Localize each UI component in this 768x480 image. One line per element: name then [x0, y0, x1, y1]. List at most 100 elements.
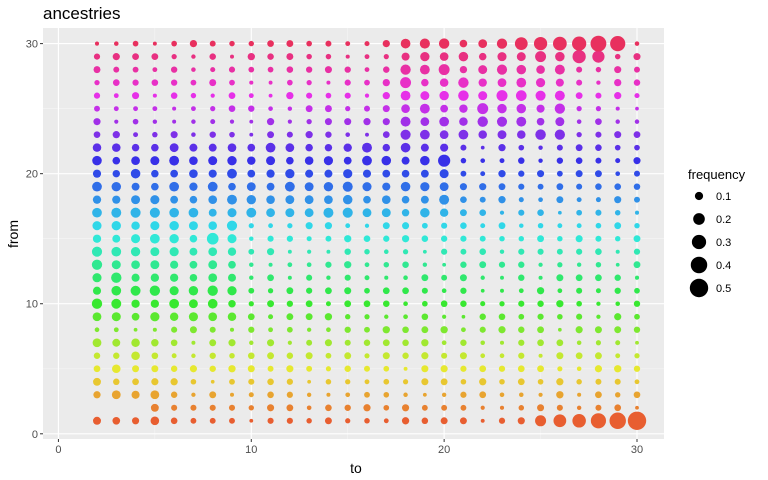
- data-point: [442, 262, 447, 267]
- data-point: [286, 365, 294, 373]
- data-point: [364, 275, 370, 281]
- data-point: [170, 365, 178, 372]
- data-point: [402, 339, 409, 347]
- data-point: [479, 196, 486, 203]
- data-point: [208, 247, 218, 257]
- data-point: [344, 235, 352, 243]
- data-point: [499, 378, 505, 385]
- data-point: [266, 182, 275, 191]
- data-point: [268, 223, 273, 229]
- data-point: [248, 301, 254, 307]
- data-point: [576, 209, 583, 216]
- data-point: [614, 183, 622, 190]
- data-point: [345, 392, 351, 398]
- data-point: [152, 67, 158, 73]
- data-point: [556, 404, 563, 411]
- data-point: [402, 261, 409, 268]
- data-point: [537, 300, 544, 307]
- data-point: [576, 248, 583, 255]
- data-point: [133, 132, 139, 138]
- data-point: [480, 418, 485, 423]
- data-point: [383, 54, 389, 60]
- data-point: [401, 417, 410, 425]
- data-point: [383, 300, 390, 308]
- data-point: [614, 66, 622, 74]
- data-point: [94, 327, 100, 333]
- data-point: [111, 221, 121, 231]
- data-point: [402, 222, 410, 230]
- data-point: [208, 221, 217, 230]
- data-point: [170, 260, 179, 269]
- data-point: [247, 365, 255, 373]
- data-point: [344, 300, 352, 308]
- data-point: [169, 155, 180, 166]
- data-point: [633, 261, 641, 269]
- data-point: [150, 299, 159, 308]
- data-point: [556, 248, 563, 255]
- data-point: [421, 417, 429, 425]
- data-point: [92, 338, 102, 348]
- data-point: [382, 105, 390, 113]
- data-point: [440, 326, 448, 334]
- data-point: [343, 143, 352, 152]
- data-point: [575, 157, 583, 164]
- data-point: [518, 236, 524, 242]
- legend-label: 0.5: [716, 283, 731, 295]
- data-point: [170, 195, 179, 204]
- data-point: [131, 195, 141, 205]
- data-point: [500, 288, 504, 293]
- data-point: [268, 262, 273, 267]
- data-point: [635, 340, 639, 345]
- data-point: [364, 79, 370, 86]
- data-point: [478, 65, 488, 75]
- data-point: [286, 326, 293, 333]
- data-point: [381, 208, 391, 218]
- data-point: [267, 66, 274, 73]
- data-point: [267, 339, 275, 347]
- data-point: [536, 287, 545, 295]
- data-point: [518, 313, 525, 320]
- data-point: [130, 247, 141, 257]
- data-point: [325, 301, 331, 307]
- data-point: [538, 275, 543, 280]
- data-point: [518, 248, 525, 255]
- data-point: [592, 50, 605, 63]
- data-point: [615, 171, 621, 177]
- data-point: [595, 106, 602, 112]
- data-point: [365, 132, 369, 137]
- data-point: [132, 118, 139, 125]
- data-point: [285, 195, 295, 205]
- data-point: [498, 222, 506, 230]
- data-point: [344, 404, 351, 411]
- data-point: [228, 273, 236, 282]
- data-point: [480, 223, 486, 229]
- data-point: [460, 222, 467, 229]
- data-point: [286, 300, 294, 307]
- data-point: [246, 195, 256, 205]
- data-point: [114, 41, 119, 46]
- data-point: [210, 119, 216, 125]
- data-point: [306, 66, 313, 73]
- chart-title: ancestries: [43, 4, 121, 23]
- data-point: [421, 274, 429, 282]
- data-point: [421, 365, 429, 373]
- data-point: [324, 195, 333, 205]
- data-point: [112, 53, 120, 61]
- data-point: [576, 287, 583, 294]
- data-point: [498, 313, 506, 321]
- data-point: [459, 65, 468, 74]
- data-point: [169, 298, 180, 309]
- data-point: [634, 170, 640, 177]
- data-point: [595, 274, 602, 282]
- data-point: [306, 236, 312, 242]
- data-point: [267, 378, 274, 386]
- data-point: [420, 143, 429, 152]
- data-point: [458, 90, 469, 101]
- data-point: [325, 261, 332, 268]
- data-point: [113, 378, 120, 386]
- data-point: [210, 106, 216, 112]
- data-point: [518, 144, 525, 151]
- data-point: [94, 41, 100, 46]
- data-point: [590, 35, 607, 52]
- data-point: [229, 327, 235, 332]
